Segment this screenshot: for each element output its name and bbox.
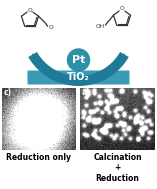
Text: Reduction only: Reduction only [6, 153, 71, 162]
Polygon shape [28, 52, 129, 86]
Text: Calcination
+
Reduction: Calcination + Reduction [93, 153, 142, 183]
Text: Pt: Pt [72, 55, 85, 65]
Text: c): c) [4, 88, 12, 97]
Circle shape [68, 49, 89, 71]
Text: O: O [120, 6, 124, 12]
FancyBboxPatch shape [27, 70, 130, 84]
Text: a): a) [82, 88, 91, 97]
Text: O: O [28, 8, 32, 12]
Text: TiO₂: TiO₂ [67, 73, 90, 83]
Text: O: O [49, 25, 53, 30]
Text: OH: OH [95, 24, 104, 29]
